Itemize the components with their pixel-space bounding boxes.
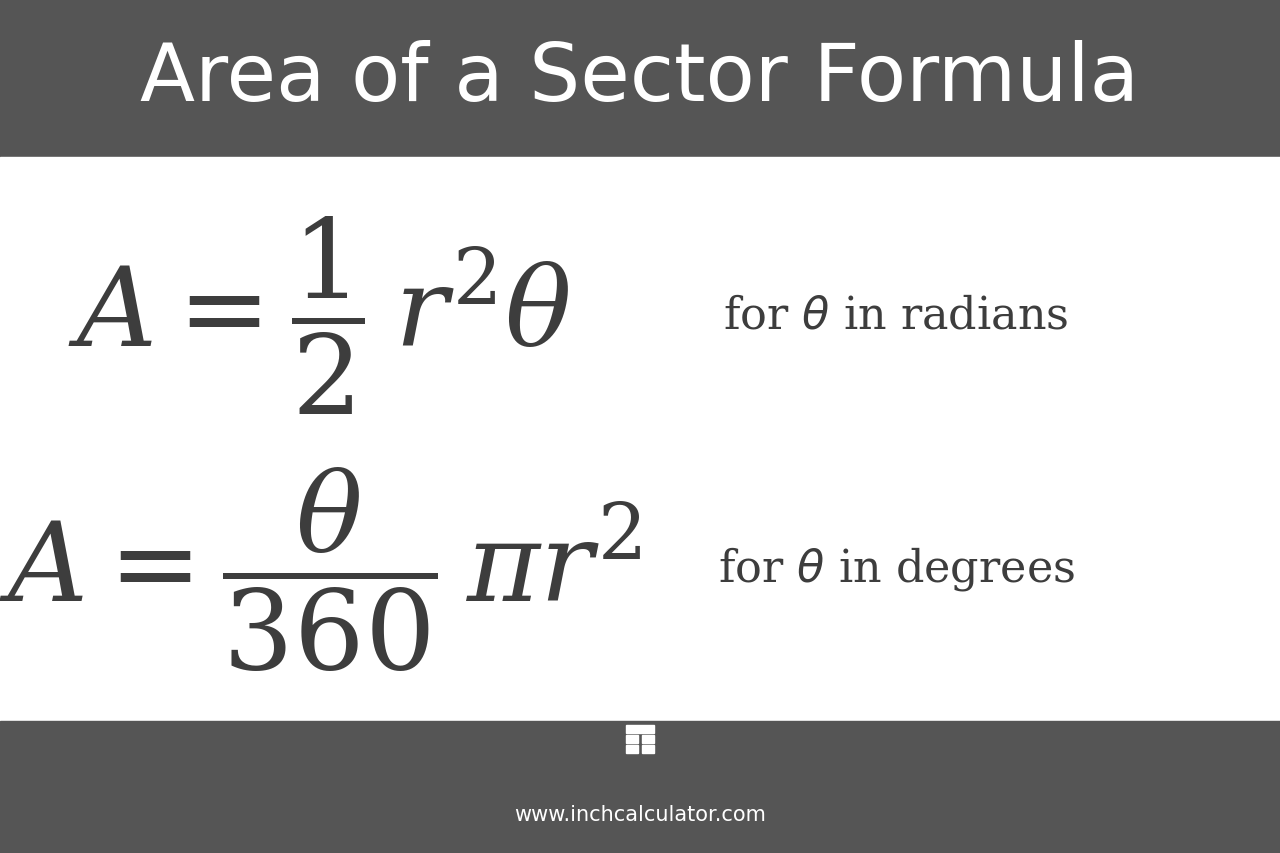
Bar (626, 725, 654, 733)
Text: Area of a Sector Formula: Area of a Sector Formula (141, 40, 1139, 118)
Bar (0, 158, 1280, 721)
Bar (626, 735, 637, 743)
Bar (0, 0, 1280, 158)
Bar (641, 735, 654, 743)
Text: $A = \dfrac{\theta}{360}\, \pi r^2$: $A = \dfrac{\theta}{360}\, \pi r^2$ (0, 465, 641, 673)
Text: www.inchcalculator.com: www.inchcalculator.com (515, 804, 765, 824)
Text: $A = \dfrac{1}{2}\, r^2\theta$: $A = \dfrac{1}{2}\, r^2\theta$ (68, 214, 572, 416)
Bar (626, 746, 637, 753)
Text: for $\theta$ in degrees: for $\theta$ in degrees (718, 545, 1074, 593)
Bar (0, 721, 1280, 853)
Text: for $\theta$ in radians: for $\theta$ in radians (723, 294, 1069, 337)
Bar (641, 746, 654, 753)
